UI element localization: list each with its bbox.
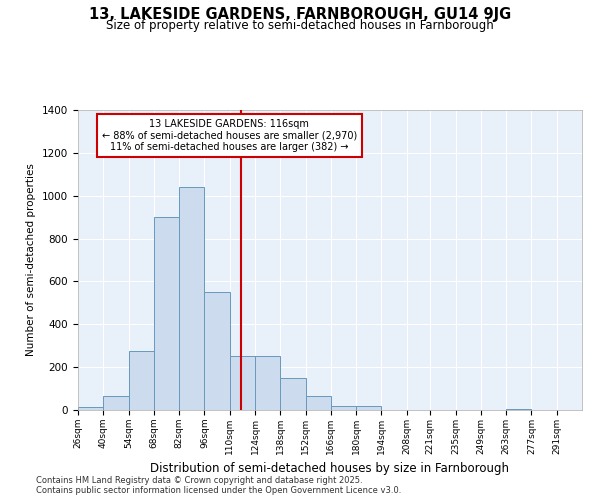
Bar bbox=[179, 187, 205, 410]
Bar bbox=[205, 292, 230, 410]
Bar bbox=[356, 406, 382, 410]
Bar bbox=[305, 396, 331, 410]
Bar bbox=[230, 356, 255, 410]
Bar bbox=[154, 217, 179, 410]
Bar bbox=[331, 406, 356, 410]
Bar bbox=[255, 356, 280, 410]
Y-axis label: Number of semi-detached properties: Number of semi-detached properties bbox=[26, 164, 37, 356]
Text: Contains HM Land Registry data © Crown copyright and database right 2025.
Contai: Contains HM Land Registry data © Crown c… bbox=[36, 476, 401, 495]
Text: Size of property relative to semi-detached houses in Farnborough: Size of property relative to semi-detach… bbox=[106, 18, 494, 32]
Bar bbox=[128, 351, 154, 410]
Bar bbox=[78, 407, 103, 410]
Bar bbox=[280, 378, 305, 410]
Text: 13 LAKESIDE GARDENS: 116sqm
← 88% of semi-detached houses are smaller (2,970)
11: 13 LAKESIDE GARDENS: 116sqm ← 88% of sem… bbox=[101, 119, 357, 152]
X-axis label: Distribution of semi-detached houses by size in Farnborough: Distribution of semi-detached houses by … bbox=[151, 462, 509, 475]
Text: 13, LAKESIDE GARDENS, FARNBOROUGH, GU14 9JG: 13, LAKESIDE GARDENS, FARNBOROUGH, GU14 … bbox=[89, 8, 511, 22]
Bar bbox=[506, 409, 532, 410]
Bar bbox=[103, 396, 128, 410]
